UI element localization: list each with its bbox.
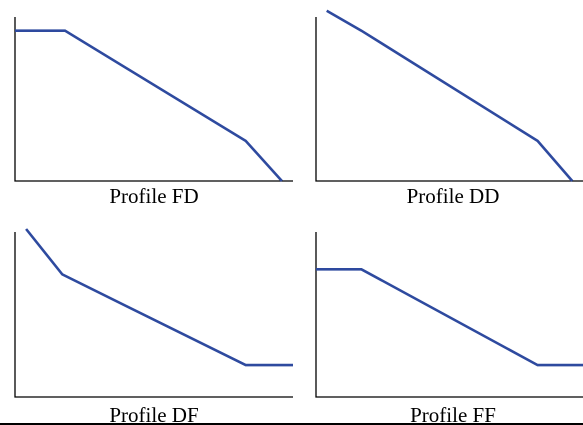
axes-profile-ff xyxy=(315,232,583,398)
series-line-profile-fd xyxy=(15,29,283,182)
series-line-profile-dd xyxy=(326,9,574,182)
axes-profile-df xyxy=(14,232,293,398)
caption-profile-df: Profile DF xyxy=(109,403,198,425)
caption-profile-fd: Profile FD xyxy=(109,184,198,208)
caption-profile-dd: Profile DD xyxy=(407,184,500,208)
axes-profile-fd xyxy=(14,17,293,182)
series-line-profile-ff xyxy=(316,267,583,367)
axes-profile-dd xyxy=(315,17,583,182)
bottom-rule xyxy=(0,423,583,425)
series-line-profile-df xyxy=(25,228,293,367)
caption-profile-ff: Profile FF xyxy=(410,403,496,425)
